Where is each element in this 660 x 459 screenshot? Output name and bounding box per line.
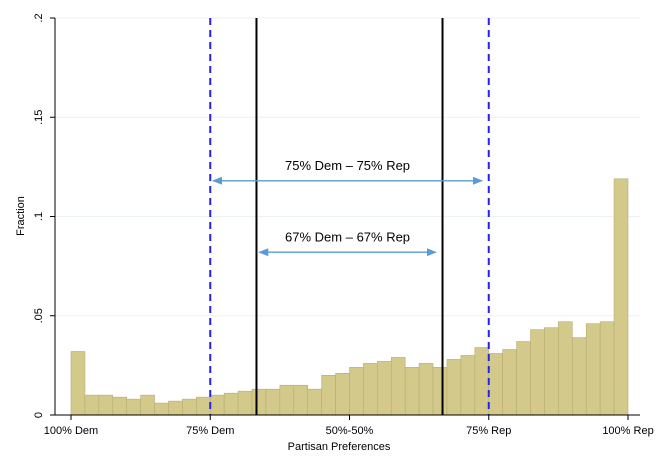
histogram-bar <box>182 398 197 416</box>
annotation-label-1: 67% Dem – 67% Rep <box>285 229 410 244</box>
histogram-bar <box>279 384 295 416</box>
x-tick-label-3: 75% Rep <box>466 425 511 437</box>
histogram-bar <box>251 388 267 416</box>
x-tick-label-0: 100% Dem <box>44 425 98 437</box>
x-tick-label-1: 75% Dem <box>186 425 234 437</box>
histogram-bar <box>293 384 309 416</box>
histogram-bar <box>209 394 225 416</box>
histogram-bar <box>126 398 141 416</box>
histogram-bar <box>377 361 392 416</box>
histogram-bar <box>223 392 239 416</box>
histogram-bar <box>84 394 100 416</box>
y-tick-label-4: .2 <box>33 13 45 22</box>
histogram-bar <box>502 349 517 416</box>
histogram-bar <box>460 355 476 416</box>
histogram-bar <box>168 400 183 416</box>
histogram-bar <box>585 323 601 416</box>
histogram-bar <box>613 178 629 416</box>
histogram-bar <box>571 337 587 416</box>
histogram-bar <box>488 353 503 416</box>
histogram-bar <box>321 374 336 416</box>
histogram-bar <box>154 402 169 416</box>
x-axis-title: Partisan Preferences <box>288 441 391 453</box>
histogram-bar <box>98 394 114 416</box>
histogram-bar <box>474 347 490 416</box>
histogram-bar <box>349 367 364 416</box>
histogram-bar <box>307 388 322 416</box>
annotations: 75% Dem – 75% Rep 67% Dem – 67% Rep <box>212 158 484 257</box>
histogram-bar <box>196 396 211 416</box>
y-tick-label-3: .15 <box>33 110 45 125</box>
y-axis-title: Fraction <box>15 196 27 236</box>
y-tick-label-0: 0 <box>33 412 45 418</box>
x-tick-label-4: 100% Rep <box>602 425 653 437</box>
annotation-label-0: 75% Dem – 75% Rep <box>285 158 410 173</box>
reference-lines <box>209 18 490 415</box>
histogram-bar <box>516 341 531 416</box>
y-tick-label-1: .05 <box>33 308 45 323</box>
histogram-bar <box>432 367 448 416</box>
histogram-bar <box>558 321 573 416</box>
histogram-bar <box>140 394 155 416</box>
axes: 0 .05 .1 .15 .2 100% Dem 75% Dem 50%-50% 75% Rep… <box>33 13 654 437</box>
histogram-bar <box>390 357 406 416</box>
x-tick-label-2: 50%-50% <box>326 425 374 437</box>
histogram-bar <box>404 367 420 416</box>
histogram-bar <box>70 351 86 416</box>
histogram-bars <box>70 178 629 416</box>
histogram-bar <box>265 388 281 416</box>
y-tick-label-2: .1 <box>33 212 45 221</box>
histogram-bar <box>418 363 434 416</box>
histogram-bar <box>530 329 545 416</box>
histogram-bar <box>335 373 350 416</box>
histogram-bar <box>599 321 615 416</box>
histogram-bar <box>112 396 128 416</box>
histogram-bar <box>446 359 462 416</box>
histogram-bar <box>544 327 559 416</box>
histogram-bar <box>363 363 378 416</box>
histogram-bar <box>237 390 253 416</box>
grid-lines <box>55 17 640 317</box>
